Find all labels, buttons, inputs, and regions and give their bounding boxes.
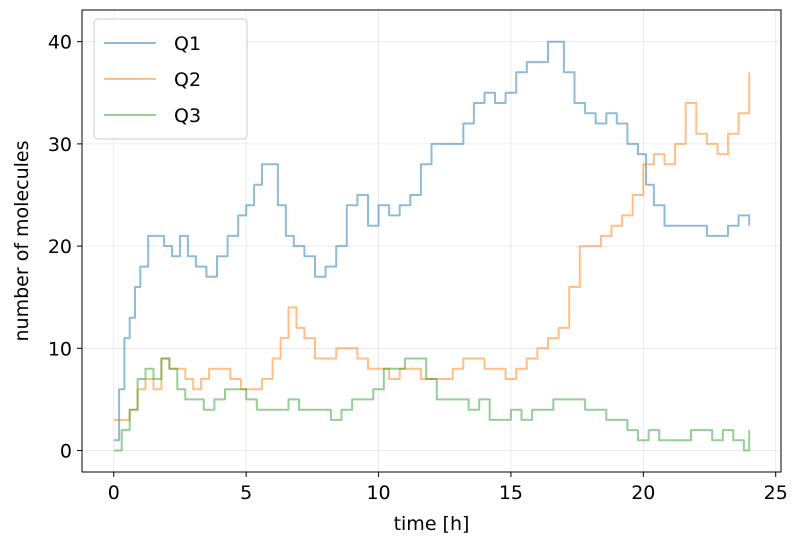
x-tick-label: 15 xyxy=(499,482,523,504)
x-tick-label: 10 xyxy=(366,482,390,504)
y-tick-label: 0 xyxy=(60,441,72,463)
series-line-q3 xyxy=(113,357,751,452)
legend-box xyxy=(93,18,248,140)
axis-ticks: 0 5 10 15 20 25 0 10 20 30 40 xyxy=(48,32,788,504)
y-tick-label: 20 xyxy=(48,236,72,258)
y-tick-label: 30 xyxy=(48,134,72,156)
y-tick-label: 40 xyxy=(48,32,72,54)
plot-frame xyxy=(81,9,782,473)
x-tick-label: 25 xyxy=(764,482,788,504)
y-tick-label: 10 xyxy=(48,338,72,360)
series-line-q1 xyxy=(113,40,751,442)
x-tick-label: 5 xyxy=(240,482,252,504)
series-line-q2 xyxy=(113,72,751,421)
series-lines xyxy=(113,40,751,452)
legend-label-q2: Q2 xyxy=(174,69,201,91)
x-tick-label: 20 xyxy=(631,482,655,504)
x-axis-label: time [h] xyxy=(394,513,470,535)
x-tick-label: 0 xyxy=(108,482,120,504)
legend-label-q1: Q1 xyxy=(174,33,201,55)
legend: Q1 Q2 Q3 xyxy=(93,18,248,140)
legend-label-q3: Q3 xyxy=(174,105,201,127)
y-axis-label: number of molecules xyxy=(11,140,33,341)
